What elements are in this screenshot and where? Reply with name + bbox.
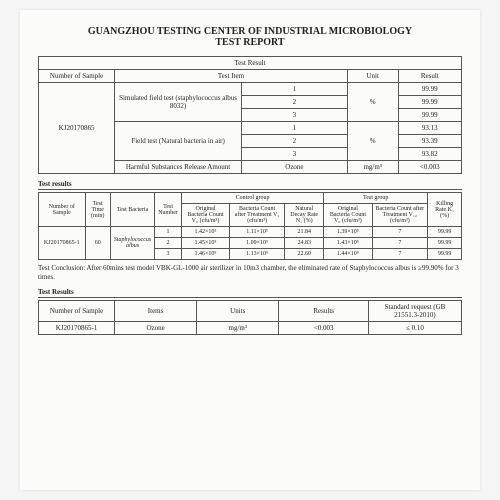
result-table-3: Number of Sample Items Units Results Sta… [38, 300, 462, 335]
t1-n3a: 3 [242, 109, 348, 122]
t1-n1b: 1 [242, 122, 348, 135]
t3-result: <0.003 [279, 322, 369, 335]
t1-u2: % [347, 122, 398, 161]
t2-h-time: Test Time (min) [85, 193, 110, 227]
t2-r3d: 1.44×10⁵ [324, 249, 372, 260]
t2-r2e: 7 [372, 238, 428, 249]
t2-r2f: 99.99 [428, 238, 462, 249]
t2-r1a: 1.42×10⁵ [181, 227, 229, 238]
t2-r3n: 3 [155, 249, 182, 260]
result-table-1: Test Result Number of Sample Test Item U… [38, 56, 462, 174]
t1-item2: Field test (Natural bacteria in air) [115, 122, 242, 161]
t1-r7: <0.003 [398, 161, 461, 174]
t1-r5: 93.39 [398, 135, 461, 148]
t2-r1b: 1.11×10⁵ [230, 227, 285, 238]
t2-h-orig2: Original Bacteria Count V₀ (cfu/m³) [324, 204, 372, 227]
t2-r3e: 7 [372, 249, 428, 260]
t2-r2n: 2 [155, 238, 182, 249]
t2-h-sample: Number of Sample [39, 193, 86, 227]
t2-h-test: Test group [324, 193, 428, 204]
section-label-3: Test Results [38, 288, 462, 298]
t2-h-kill: Killing Rate K₁ (%) [428, 193, 462, 227]
t1-sample: KJ20170865 [39, 83, 115, 174]
t2-time: 60 [85, 227, 110, 260]
t2-r3b: 1.13×10⁵ [230, 249, 285, 260]
t2-r1c: 21.84 [285, 227, 324, 238]
t2-h-after: Bacteria Count after Treatment V₁ (cfu/m… [230, 204, 285, 227]
t2-h-bact: Test Bacteria [110, 193, 154, 227]
t2-h-testno: Test Number [155, 193, 182, 227]
t1-u1: % [347, 83, 398, 122]
t1-n3b: 3 [242, 148, 348, 161]
t2-sample: KJ20170865-1 [39, 227, 86, 260]
t2-bact: Staphylococcus albus [110, 227, 154, 260]
t1-n2b: 2 [242, 135, 348, 148]
conclusion-text: Test Conclusion: After 60mins test model… [38, 264, 462, 282]
t1-r6: 93.82 [398, 148, 461, 161]
result-table-2: Number of Sample Test Time (min) Test Ba… [38, 192, 462, 260]
t2-r3a: 1.46×10⁵ [181, 249, 229, 260]
t1-r3: 99.99 [398, 109, 461, 122]
t1-h-item: Test Item [115, 70, 348, 83]
t2-r1n: 1 [155, 227, 182, 238]
t3-h-sample: Number of Sample [39, 301, 115, 322]
t2-r1f: 99.99 [428, 227, 462, 238]
t3-item: Ozone [115, 322, 197, 335]
t2-h-decay: Natural Decay Rate N₁ (%) [285, 204, 324, 227]
t2-r2a: 1.45×10⁵ [181, 238, 229, 249]
t1-h-unit: Unit [347, 70, 398, 83]
t3-unit: mg/m³ [197, 322, 279, 335]
t1-item1: Simulated field test (staphylococcus alb… [115, 83, 242, 122]
t2-r2c: 24.83 [285, 238, 324, 249]
t1-r4: 93.13 [398, 122, 461, 135]
t3-h-results: Results [279, 301, 369, 322]
t2-r2b: 1.09×10⁵ [230, 238, 285, 249]
t1-r1: 99.99 [398, 83, 461, 96]
t2-r3c: 22.60 [285, 249, 324, 260]
t1-u3: mg/m³ [347, 161, 398, 174]
t2-r3f: 99.99 [428, 249, 462, 260]
t2-h-orig: Original Bacteria Count V₀ (cfu/m³) [181, 204, 229, 227]
report-title-2: TEST REPORT [38, 37, 462, 48]
t3-std: ≤ 0.10 [368, 322, 461, 335]
t3-sample: KJ20170865-1 [39, 322, 115, 335]
report-title-1: GUANGZHOU TESTING CENTER OF INDUSTRIAL M… [38, 26, 462, 37]
t2-h-after2: Bacteria Count after Treatment V₁₂ (cfu/… [372, 204, 428, 227]
t2-r2d: 1.43×10⁵ [324, 238, 372, 249]
t3-h-units: Units [197, 301, 279, 322]
t1-n2a: 2 [242, 96, 348, 109]
t2-r1e: 7 [372, 227, 428, 238]
t2-r1d: 1.39×10⁵ [324, 227, 372, 238]
t3-h-std: Standard request (GB 21551.3-2010) [368, 301, 461, 322]
t1-item3: Harmful Substances Release Amount [115, 161, 242, 174]
section-label-2: Test results [38, 180, 462, 190]
t1-caption: Test Result [39, 57, 462, 70]
t1-h-sample: Number of Sample [39, 70, 115, 83]
t2-h-ctrl: Control group [181, 193, 323, 204]
t1-h-result: Result [398, 70, 461, 83]
t3-h-items: Items [115, 301, 197, 322]
t1-n1a: 1 [242, 83, 348, 96]
t1-ozone: Ozone [242, 161, 348, 174]
t1-r2: 99.99 [398, 96, 461, 109]
